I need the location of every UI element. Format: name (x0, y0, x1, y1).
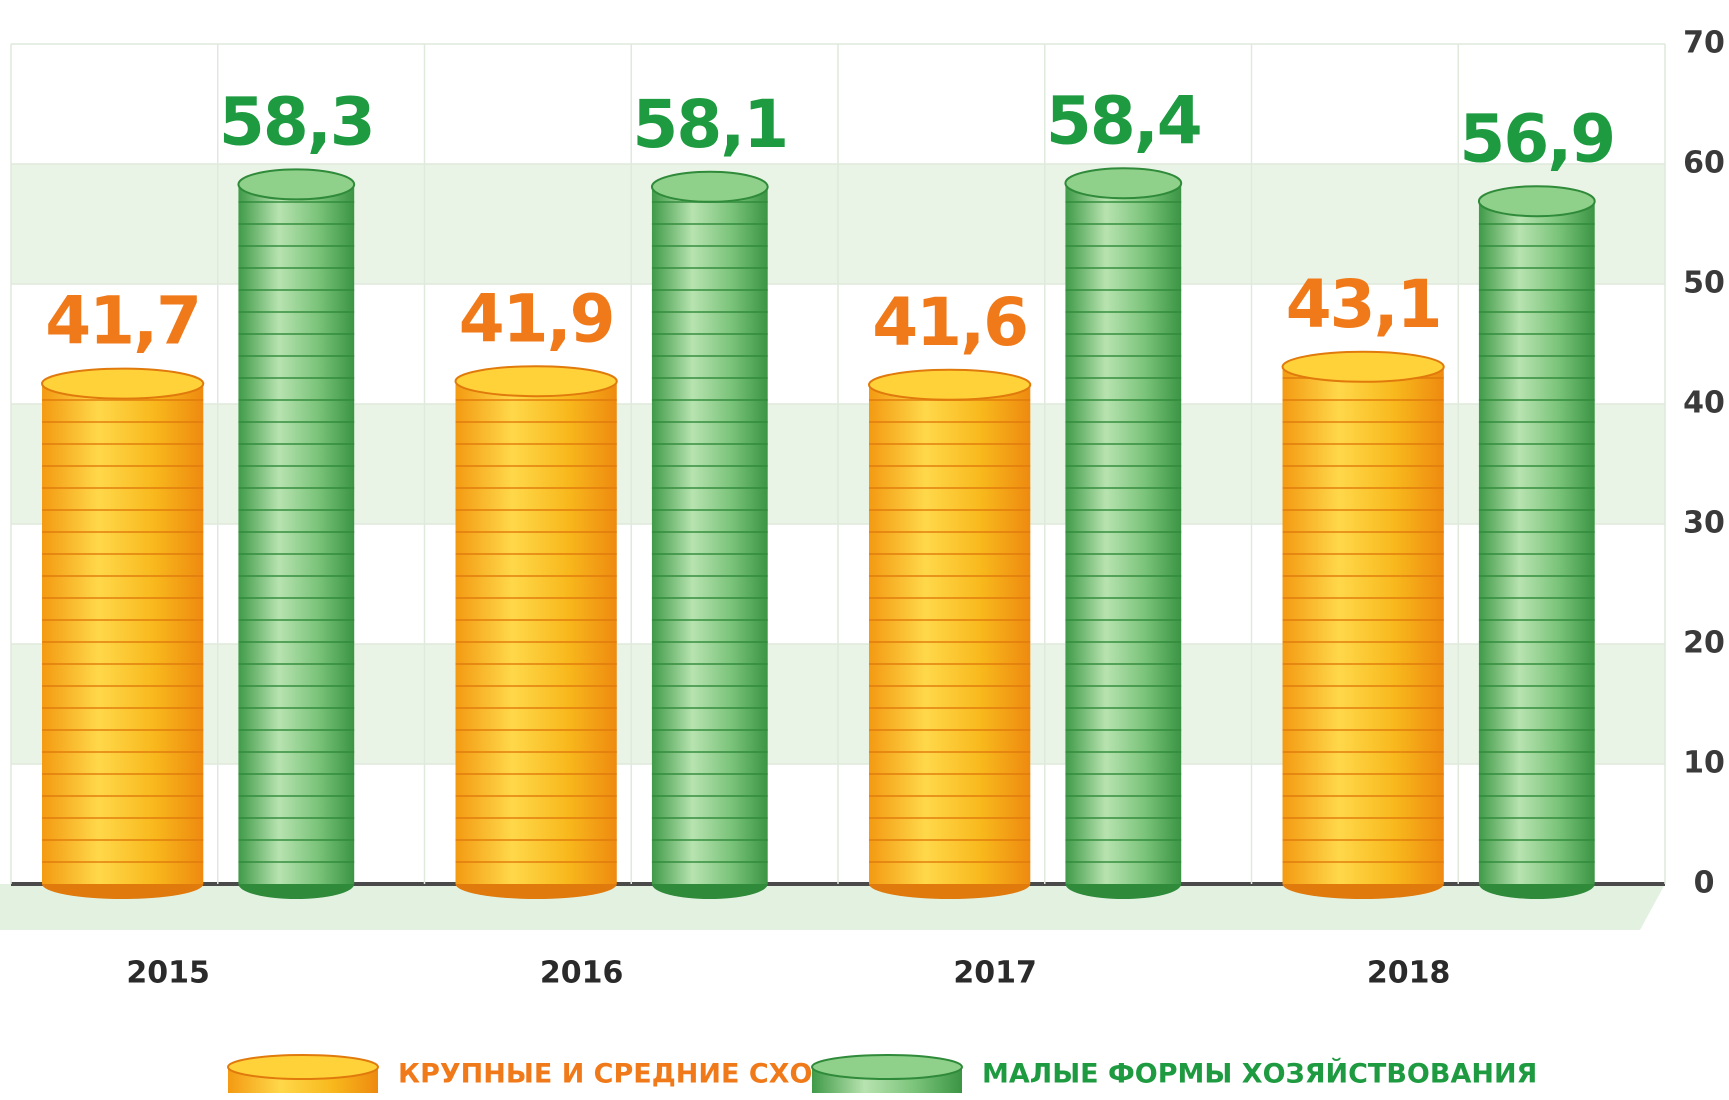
bar (455, 381, 617, 884)
value-label: 58,3 (219, 83, 374, 160)
bar (869, 384, 1031, 884)
y-tick-label: 30 (1683, 506, 1725, 541)
value-label: 58,4 (1046, 82, 1201, 159)
bar (42, 383, 204, 884)
coin-top (1281, 350, 1445, 383)
y-tick-label: 10 (1683, 746, 1725, 781)
y-tick-label: 0 (1694, 866, 1715, 901)
value-label: 58,1 (632, 86, 787, 163)
value-label: 41,7 (45, 283, 200, 360)
coin-top (868, 368, 1032, 401)
bar (238, 184, 355, 884)
coin-top (454, 365, 618, 398)
value-label: 56,9 (1459, 100, 1614, 177)
legend-label: МАЛЫЕ ФОРМЫ ХОЗЯЙСТВОВАНИЯ (982, 1058, 1537, 1090)
value-label: 41,6 (872, 284, 1027, 361)
y-tick-label: 60 (1683, 146, 1725, 181)
x-tick-label: 2016 (540, 956, 624, 991)
coin-top (1477, 185, 1596, 218)
bar (1478, 201, 1595, 884)
x-tick-label: 2015 (126, 956, 210, 991)
coin-top (1064, 167, 1183, 200)
value-label: 43,1 (1286, 266, 1441, 343)
y-tick-label: 20 (1683, 626, 1725, 661)
bar (1282, 366, 1444, 884)
x-tick-label: 2018 (1367, 956, 1451, 991)
y-tick-label: 50 (1683, 266, 1725, 301)
y-tick-label: 40 (1683, 386, 1725, 421)
coin-top (650, 170, 769, 203)
value-label: 41,9 (459, 280, 614, 357)
coin-top (237, 168, 356, 201)
bar (651, 186, 768, 885)
y-tick-label: 70 (1683, 26, 1725, 61)
legend-swatch-top (811, 1054, 963, 1080)
bar (1065, 183, 1182, 884)
coin-top (41, 367, 205, 400)
legend-label: КРУПНЫЕ И СРЕДНИЕ СХО (398, 1059, 812, 1090)
legend-swatch-top (227, 1054, 379, 1080)
floor (0, 884, 1665, 930)
x-tick-label: 2017 (953, 956, 1037, 991)
